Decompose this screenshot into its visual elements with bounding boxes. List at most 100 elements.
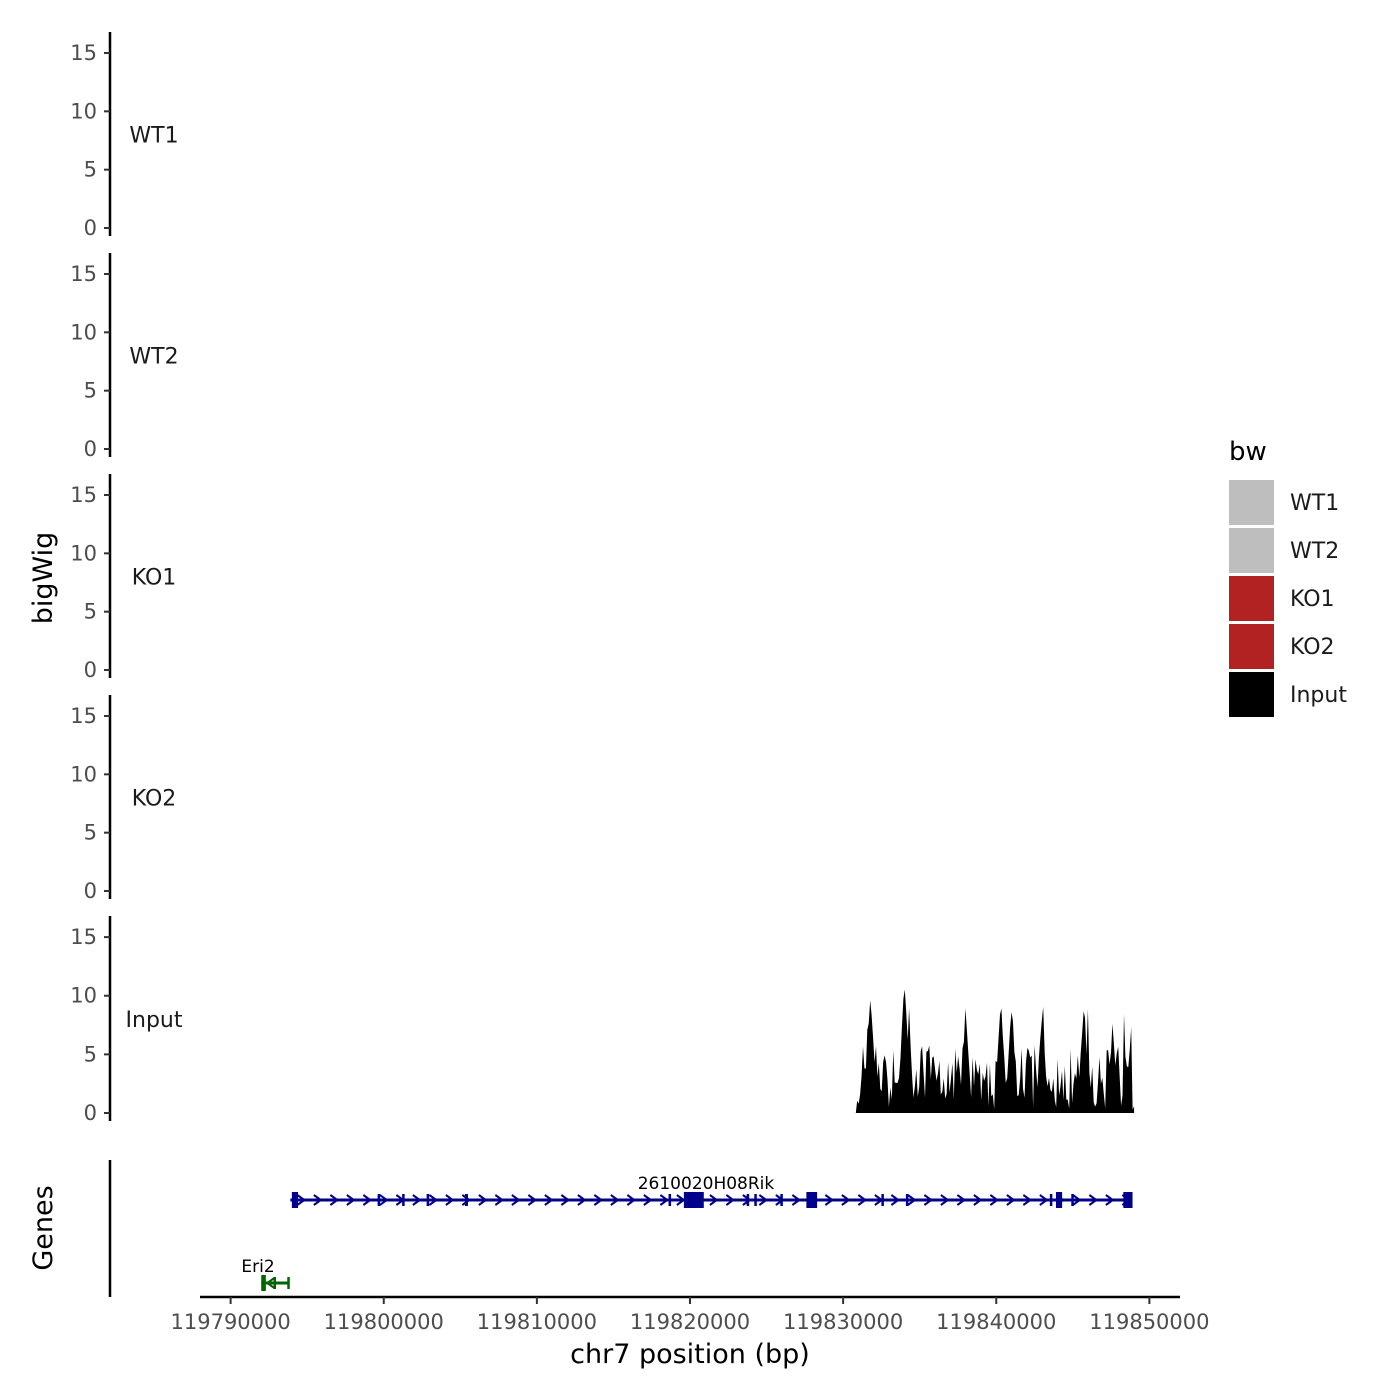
strand-arrow xyxy=(1022,1194,1033,1206)
strand-arrow xyxy=(610,1194,620,1206)
y-tick-label: 15 xyxy=(70,925,97,949)
strand-arrow xyxy=(428,1194,439,1206)
track-label: KO2 xyxy=(132,787,177,812)
y-tick-label: 15 xyxy=(70,483,97,507)
y-tick-label: 5 xyxy=(84,821,97,845)
genes-panel: 2610020H08Rik Eri2 xyxy=(108,1160,1133,1297)
strand-arrow xyxy=(791,1194,802,1206)
strand-arrow xyxy=(527,1194,538,1206)
x-tick-label: 119850000 xyxy=(1089,1310,1209,1334)
y-tick-label: 0 xyxy=(84,879,97,903)
track-label: WT2 xyxy=(129,345,178,370)
strand-arrow xyxy=(511,1194,521,1206)
x-tick-label: 119840000 xyxy=(936,1310,1056,1334)
exon xyxy=(1071,1194,1074,1206)
legend-label-ko2: KO2 xyxy=(1290,635,1335,660)
track-ko1: 0 5 10 15 KO1 xyxy=(70,474,176,682)
exon xyxy=(806,1192,818,1208)
exon xyxy=(291,1192,298,1208)
y-tick-label: 0 xyxy=(84,216,97,240)
y-tick-label: 10 xyxy=(70,984,97,1008)
strand-arrow xyxy=(824,1194,835,1206)
y-tick-label: 10 xyxy=(70,99,97,123)
strand-arrow xyxy=(379,1194,389,1206)
y-tick-label: 5 xyxy=(84,379,97,403)
legend-label-wt2: WT2 xyxy=(1290,539,1339,564)
legend-swatch-wt2 xyxy=(1229,528,1274,573)
strand-arrow xyxy=(478,1194,488,1206)
exon xyxy=(426,1194,430,1206)
legend: bw WT1 WT2 KO1 KO2 Input xyxy=(1229,437,1347,717)
legend-label-input: Input xyxy=(1290,683,1347,708)
strand-arrow xyxy=(445,1194,455,1206)
strand-arrow xyxy=(907,1194,917,1206)
strand-arrow xyxy=(989,1194,1000,1206)
strand-arrow xyxy=(725,1194,736,1206)
x-tick-label: 119820000 xyxy=(630,1310,750,1334)
strand-arrow xyxy=(412,1194,422,1206)
exon xyxy=(683,1192,704,1208)
exon xyxy=(261,1275,266,1291)
strand-arrow xyxy=(1088,1194,1099,1206)
y-tick-label: 5 xyxy=(84,600,97,624)
y-tick-label: 0 xyxy=(84,658,97,682)
exon xyxy=(464,1194,468,1206)
legend-label-wt1: WT1 xyxy=(1290,491,1339,516)
strand-arrow xyxy=(923,1194,934,1206)
coverage-tracks: 0 5 10 15 WT1 0 5 10 15 WT2 0 5 10 15 KO1 0 5 10 15 KO2 0 5 10… xyxy=(70,32,1135,1125)
x-axis-title: chr7 position (bp) xyxy=(570,1339,810,1370)
exon xyxy=(377,1194,381,1206)
strand-arrow xyxy=(956,1194,967,1206)
strand-arrow xyxy=(494,1194,505,1206)
x-tick-label: 119800000 xyxy=(324,1310,444,1334)
genes-axis-title: Genes xyxy=(28,1185,59,1270)
strand-arrow xyxy=(593,1194,604,1206)
strand-arrow xyxy=(265,1277,275,1289)
strand-arrow xyxy=(1039,1194,1049,1206)
y-tick-label: 5 xyxy=(84,158,97,182)
y-axis-title: bigWig xyxy=(28,532,59,625)
y-tick-label: 15 xyxy=(70,262,97,286)
x-axis: 119790000 119800000 119810000 119820000 1198… xyxy=(171,1295,1210,1334)
exon xyxy=(287,1277,290,1289)
exon xyxy=(668,1194,672,1206)
track-label: WT1 xyxy=(129,124,178,149)
exon xyxy=(746,1194,750,1206)
strand-arrow xyxy=(1072,1194,1082,1206)
exon xyxy=(1055,1192,1063,1208)
legend-swatch-ko1 xyxy=(1229,576,1274,621)
strand-arrow xyxy=(560,1194,571,1206)
y-tick-label: 5 xyxy=(84,1042,97,1066)
strand-arrow xyxy=(841,1194,851,1206)
exon xyxy=(905,1194,909,1206)
y-tick-label: 15 xyxy=(70,704,97,728)
strand-arrow xyxy=(1105,1194,1115,1206)
coverage-area-input xyxy=(268,989,1135,1113)
gene-label: Eri2 xyxy=(241,1257,274,1277)
exon xyxy=(881,1194,884,1206)
y-tick-label: 10 xyxy=(70,320,97,344)
strand-arrow xyxy=(857,1194,868,1206)
x-tick-label: 119790000 xyxy=(171,1310,291,1334)
track-input: 0 5 10 15 Input xyxy=(70,916,1135,1125)
legend-swatch-ko2 xyxy=(1229,624,1274,669)
strand-arrow xyxy=(296,1194,307,1206)
x-tick-label: 119810000 xyxy=(477,1310,597,1334)
y-tick-label: 10 xyxy=(70,762,97,786)
strand-arrow xyxy=(742,1194,752,1206)
y-tick-label: 0 xyxy=(84,1101,97,1125)
legend-swatch-input xyxy=(1229,672,1274,717)
strand-arrow xyxy=(643,1194,653,1206)
strand-arrow xyxy=(329,1194,340,1206)
exon xyxy=(780,1194,783,1206)
y-tick-label: 15 xyxy=(70,41,97,65)
legend-title: bw xyxy=(1229,437,1267,467)
legend-swatch-wt1 xyxy=(1229,480,1274,525)
track-wt1: 0 5 10 15 WT1 xyxy=(70,32,179,240)
exon xyxy=(1123,1192,1133,1208)
strand-arrow xyxy=(346,1194,356,1206)
legend-label-ko1: KO1 xyxy=(1290,587,1335,612)
gene-eri2: Eri2 xyxy=(241,1257,290,1291)
strand-arrow xyxy=(659,1194,670,1206)
strand-arrow xyxy=(461,1194,472,1206)
